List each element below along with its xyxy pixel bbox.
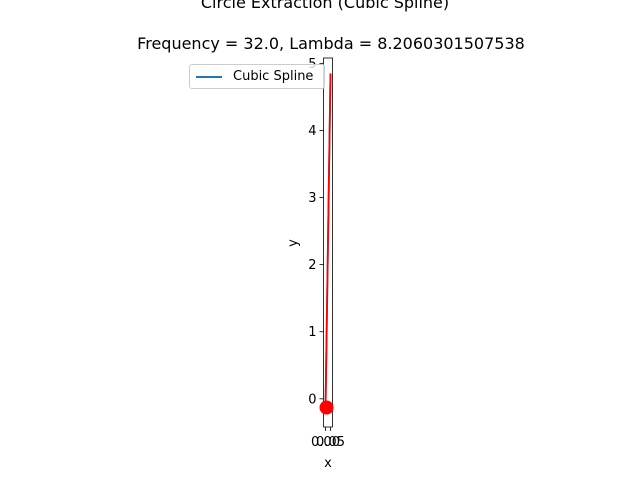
chart-title: Circle Extraction (Cubic Spline) [201, 0, 449, 12]
data-point-0 [319, 400, 334, 415]
chart-subtitle: Frequency = 32.0, Lambda = 8.20603015075… [137, 34, 525, 53]
x-axis-label: x [324, 456, 332, 471]
y-tick-label-0: 0 [308, 392, 316, 407]
y-tick-label-2: 2 [308, 258, 316, 273]
y-tick-label-4: 4 [308, 124, 316, 139]
axes-frame [323, 57, 333, 428]
legend: Cubic Spline [189, 64, 325, 89]
y-tick-label-3: 3 [308, 191, 316, 206]
legend-line-swatch [196, 76, 222, 78]
y-tick-label-1: 1 [308, 325, 316, 340]
series-line-1 [324, 73, 332, 409]
x-tick-label-1: 0.05 [316, 435, 345, 450]
legend-label: Cubic Spline [233, 69, 314, 84]
plot-area: 0123450.000.05 [308, 57, 345, 450]
x-tick-label-0: 0.00 [311, 435, 340, 450]
y-axis-label: y [286, 239, 301, 247]
